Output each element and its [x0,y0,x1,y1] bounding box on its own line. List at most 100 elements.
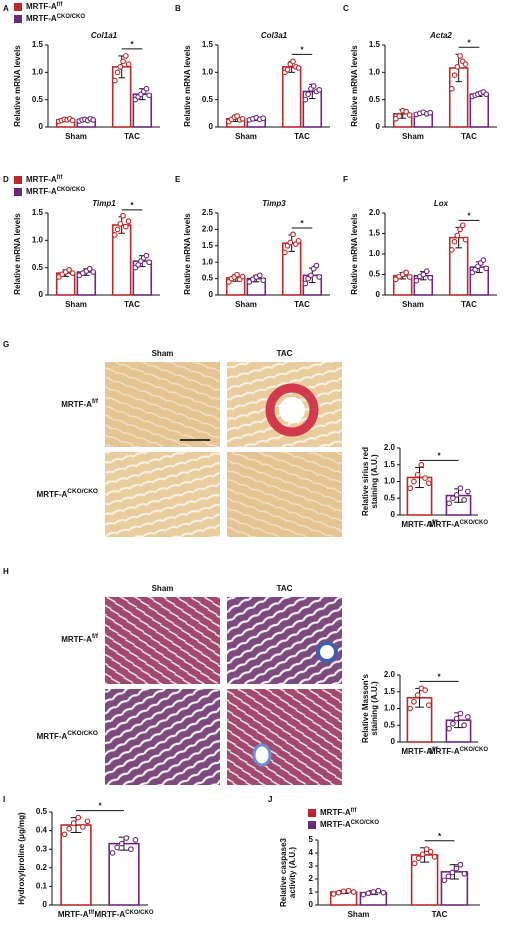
y-tick-label: 2.0 [369,208,381,217]
legend-swatch [14,3,22,11]
data-point [411,478,417,485]
legend-label-sup: CKO/CKO [57,187,86,193]
panel-letter: E [175,175,181,184]
data-point [457,710,464,717]
data-point [66,267,72,273]
data-point [457,226,463,233]
y-tick-label: 0.1 [36,882,48,891]
y-tick-label: 0.5 [202,274,214,283]
bar [281,66,302,128]
data-point [461,722,467,729]
y-tick-label: 3 [309,861,314,870]
y-tick-label: 0.5 [384,720,396,729]
panel-letter: F [343,175,348,184]
panel-letter: D [3,175,9,184]
chart-title: Col3a1 [261,31,288,40]
data-point [360,891,367,898]
data-point [290,231,296,238]
data-point [80,824,86,830]
y-tick-label: 1.0 [202,257,214,266]
legend-label-sup: f/f [57,2,64,8]
x-tick-label: TAC [124,300,140,309]
legend-label: MRTF-ACKO/CKO [26,187,85,197]
data-point [111,232,118,238]
data-point [120,58,126,65]
y-tick-label: 1.5 [32,208,44,217]
data-point [143,252,150,259]
x-tick-label: MRTF-ACKO/CKO [95,910,154,920]
image-row-label-main: MRTF-A [61,635,92,644]
data-point [480,257,487,264]
y-tick-label: 1.5 [202,241,214,250]
x-tick-label: Sham [235,300,257,309]
y-tick-label: 1.0 [202,67,214,76]
data-point [90,117,97,123]
legend-label: MRTF-Af/f [320,808,357,818]
image-column-label: TAC [277,584,293,593]
data-point [135,262,142,268]
x-tick-label: Sham [235,132,257,141]
x-tick-label: TAC [294,132,310,141]
data-point [380,889,387,896]
x-tick-label-sup: CKO/CKO [460,520,489,526]
y-tick-label: 1.5 [202,40,214,49]
data-point [425,702,432,709]
data-point [453,492,460,498]
data-point [120,212,126,219]
data-point [403,108,409,115]
y-tick-label: 0.5 [202,95,214,104]
legend-label-main: MRTF-A [26,2,57,11]
data-point [450,720,456,727]
significance-label: * [467,211,471,220]
y-axis-label: Relative mRNA levels [350,213,359,295]
x-tick-label-sup: CKO/CKO [460,747,489,753]
y-tick-label: 0 [376,122,381,131]
x-tick-label: TAC [294,300,310,309]
data-point [375,887,382,894]
panel-letter: C [343,4,349,13]
data-point [302,96,309,103]
data-point [464,488,471,495]
data-point [118,840,125,847]
data-point [239,273,246,280]
data-point [111,77,118,84]
data-point [411,698,417,705]
data-point [461,497,467,503]
y-axis-label: activity (A.U.) [288,847,297,898]
panel-letter: B [175,4,181,13]
data-point [114,844,120,851]
chart-title: Timp3 [262,199,286,208]
data-point [449,869,456,876]
legend-label: MRTF-Af/f [26,175,63,185]
image-row-label-sup: f/f [92,633,99,640]
data-point [316,86,323,93]
x-tick-label-main: MRTF-A [429,520,460,529]
y-tick-label: 1.5 [384,460,396,469]
vessel [316,641,338,663]
data-point [69,270,76,276]
micrograph [227,597,342,684]
significance-label: * [437,673,441,682]
micrograph [227,689,342,785]
data-point [287,239,294,246]
data-point [422,687,428,693]
data-point [114,226,121,233]
data-point [69,117,76,124]
micrograph [227,452,342,537]
data-point [330,891,337,897]
data-point [61,831,68,838]
x-tick-label-main: MRTF-A [429,747,460,756]
image-column-label: TAC [277,349,293,358]
data-point [450,495,456,502]
legend-label-main: MRTF-A [26,175,57,184]
data-point [234,271,240,278]
data-point [448,247,455,253]
data-point [316,274,323,280]
y-tick-label: 1.0 [384,477,396,486]
image-row-label-sup: CKO/CKO [67,488,98,495]
y-axis-label: Relative sirius red [361,447,370,516]
y-tick-label: 0 [39,122,44,131]
data-point [414,471,421,478]
data-point [454,232,461,239]
